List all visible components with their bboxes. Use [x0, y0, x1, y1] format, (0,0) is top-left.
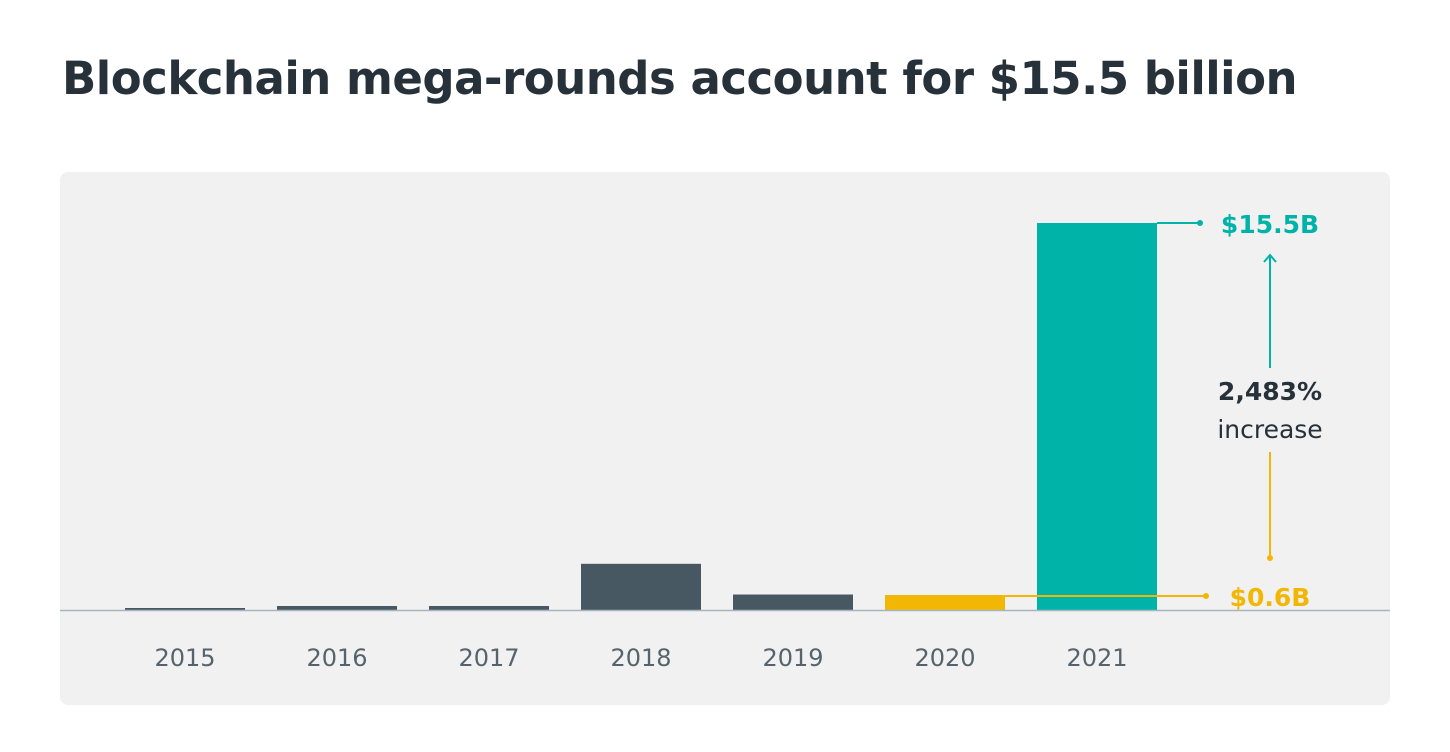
- end-value-leader-dot: [1197, 220, 1203, 226]
- x-tick-label-2019: 2019: [762, 644, 823, 672]
- bar-2020: [885, 595, 1005, 610]
- x-tick-label-2021: 2021: [1066, 644, 1127, 672]
- bar-2021: [1037, 223, 1157, 610]
- increase-percent-label: 2,483%: [1218, 377, 1322, 406]
- chart-panel: [60, 172, 1390, 705]
- x-tick-label-2017: 2017: [458, 644, 519, 672]
- change-annotation: $15.5B $0.6B 2,483% increase: [1005, 210, 1323, 612]
- bar-2016: [277, 606, 397, 610]
- bar-2018: [581, 563, 701, 610]
- x-tick-label-2020: 2020: [914, 644, 975, 672]
- end-value-label: $15.5B: [1221, 210, 1319, 239]
- start-value-leader-dot: [1203, 593, 1209, 600]
- x-tick-labels: 2015 2016 2017 2018 2019 2020 2021: [154, 644, 1127, 672]
- increase-word-label: increase: [1217, 415, 1322, 444]
- chart-title: Blockchain mega-rounds account for $15.5…: [62, 52, 1298, 105]
- bar-2019: [733, 594, 853, 610]
- increase-arrow-base-dot: [1267, 555, 1273, 562]
- bar-2017: [429, 606, 549, 610]
- x-tick-label-2018: 2018: [610, 644, 671, 672]
- increase-arrowhead: [1263, 253, 1277, 263]
- bar-2015: [125, 608, 245, 610]
- x-tick-label-2016: 2016: [306, 644, 367, 672]
- bars-group: [125, 223, 1157, 610]
- x-tick-label-2015: 2015: [154, 644, 215, 672]
- start-value-label: $0.6B: [1230, 583, 1311, 612]
